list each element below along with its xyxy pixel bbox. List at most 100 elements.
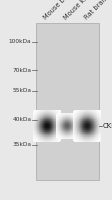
- Bar: [71, 114, 72, 115]
- Bar: [59, 118, 60, 119]
- Bar: [76, 122, 77, 123]
- Bar: [38, 128, 39, 129]
- Bar: [75, 127, 76, 128]
- Bar: [57, 122, 58, 123]
- Bar: [94, 121, 95, 122]
- Bar: [33, 130, 34, 131]
- Bar: [63, 127, 64, 128]
- Bar: [34, 128, 35, 129]
- Bar: [88, 114, 89, 115]
- Bar: [78, 130, 79, 131]
- Bar: [59, 132, 60, 133]
- Bar: [65, 130, 66, 131]
- Bar: [44, 139, 45, 140]
- Bar: [100, 124, 101, 125]
- Bar: [34, 110, 35, 111]
- Bar: [59, 129, 60, 130]
- Bar: [82, 113, 83, 114]
- Bar: [74, 134, 75, 135]
- Bar: [54, 119, 55, 120]
- Bar: [46, 128, 47, 129]
- Bar: [98, 123, 99, 124]
- Bar: [96, 137, 97, 138]
- Bar: [41, 133, 42, 134]
- Bar: [66, 135, 67, 136]
- Bar: [46, 119, 47, 120]
- Bar: [88, 118, 89, 119]
- Bar: [100, 129, 101, 130]
- Bar: [91, 136, 92, 137]
- Bar: [92, 128, 93, 129]
- Bar: [33, 114, 34, 115]
- Bar: [90, 132, 91, 133]
- Bar: [55, 136, 56, 137]
- Bar: [82, 111, 83, 112]
- Bar: [60, 114, 61, 115]
- Bar: [77, 137, 78, 138]
- Bar: [54, 138, 55, 139]
- Bar: [56, 122, 57, 123]
- Bar: [44, 121, 45, 122]
- Bar: [82, 140, 83, 141]
- Bar: [42, 129, 43, 130]
- Bar: [53, 123, 54, 124]
- Bar: [60, 117, 61, 118]
- Bar: [58, 136, 59, 137]
- Bar: [83, 138, 84, 139]
- Bar: [83, 111, 84, 112]
- Bar: [58, 137, 59, 138]
- Bar: [66, 122, 67, 123]
- Bar: [47, 117, 48, 118]
- Bar: [64, 129, 65, 130]
- Bar: [70, 125, 71, 126]
- Bar: [93, 135, 94, 136]
- Bar: [76, 137, 77, 138]
- Bar: [58, 134, 59, 135]
- Bar: [85, 121, 86, 122]
- Bar: [48, 117, 49, 118]
- Bar: [90, 115, 91, 116]
- Bar: [52, 129, 53, 130]
- Bar: [38, 113, 39, 114]
- Bar: [47, 112, 48, 113]
- Bar: [96, 137, 97, 138]
- Bar: [49, 118, 50, 119]
- Bar: [59, 129, 60, 130]
- Bar: [92, 124, 93, 125]
- Bar: [51, 132, 52, 133]
- Bar: [53, 130, 54, 131]
- Bar: [85, 122, 86, 123]
- Bar: [38, 134, 39, 135]
- Bar: [71, 124, 72, 125]
- Bar: [59, 119, 60, 120]
- Bar: [75, 119, 76, 120]
- Bar: [92, 134, 93, 135]
- Bar: [46, 137, 47, 138]
- Bar: [83, 123, 84, 124]
- Bar: [95, 130, 96, 131]
- Bar: [33, 130, 34, 131]
- Bar: [57, 121, 58, 122]
- Bar: [46, 125, 47, 126]
- Bar: [53, 128, 54, 129]
- Bar: [59, 114, 60, 115]
- Bar: [35, 136, 36, 137]
- Bar: [85, 126, 86, 127]
- Bar: [78, 125, 79, 126]
- Bar: [39, 127, 40, 128]
- Bar: [34, 114, 35, 115]
- Bar: [65, 119, 66, 120]
- Bar: [57, 120, 58, 121]
- Bar: [56, 130, 57, 131]
- Bar: [40, 114, 41, 115]
- Bar: [82, 121, 83, 122]
- Bar: [59, 124, 60, 125]
- Bar: [76, 131, 77, 132]
- Bar: [78, 130, 79, 131]
- Bar: [66, 114, 67, 115]
- Bar: [77, 114, 78, 115]
- Bar: [67, 132, 68, 133]
- Bar: [97, 112, 98, 113]
- Bar: [87, 136, 88, 137]
- Bar: [40, 140, 41, 141]
